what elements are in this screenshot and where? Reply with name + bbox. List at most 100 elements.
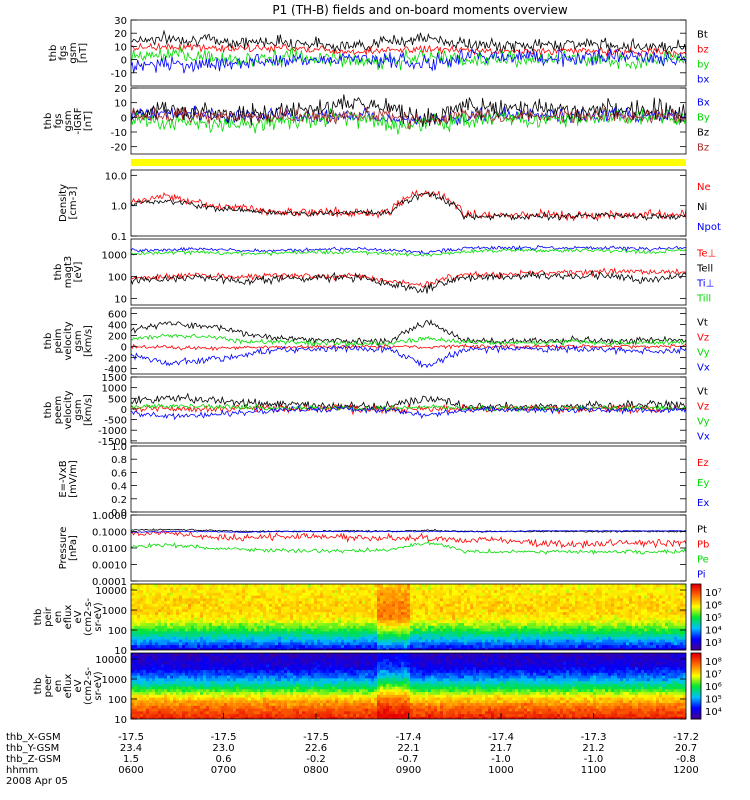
heat-cell — [296, 633, 300, 637]
heat-cell — [488, 639, 492, 643]
heat-cell — [530, 628, 534, 632]
heat-cell — [407, 600, 411, 604]
heat-cell — [497, 600, 501, 604]
heat-cell — [404, 619, 408, 624]
heat-cell — [206, 589, 210, 593]
heat-cell — [386, 600, 390, 604]
heat-cell — [566, 597, 570, 602]
heat-cell — [593, 606, 597, 610]
heat-cell — [134, 658, 138, 662]
heat-cell — [548, 614, 552, 618]
heat-cell — [569, 614, 573, 618]
heat-cell — [473, 644, 477, 648]
heat-cell — [242, 603, 246, 607]
heat-cell — [431, 614, 435, 618]
heat-cell — [347, 603, 351, 607]
heat-cell — [200, 603, 204, 607]
heat-cell — [311, 636, 315, 640]
heat-cell — [524, 619, 528, 624]
ytick-label: 0 — [121, 343, 127, 354]
ytick-label: 1.0000 — [92, 511, 127, 522]
heat-cell — [344, 617, 348, 621]
heat-cell — [233, 639, 237, 643]
heat-cell — [293, 592, 297, 596]
heat-cell — [500, 597, 504, 602]
heat-cell — [659, 636, 663, 640]
heat-cell — [557, 589, 561, 593]
heat-cell — [515, 636, 519, 640]
heat-cell — [599, 636, 603, 640]
heat-cell — [254, 633, 258, 637]
heat-cell — [530, 597, 534, 602]
heat-cell — [242, 608, 246, 613]
heat-cell — [362, 630, 366, 635]
heat-cell — [512, 603, 516, 607]
heat-cell — [152, 664, 156, 668]
heat-cell — [161, 683, 165, 687]
heat-cell — [158, 710, 162, 715]
heat-cell — [248, 611, 252, 615]
heat-cell — [614, 633, 618, 637]
heat-cell — [581, 617, 585, 621]
heat-cell — [671, 625, 675, 629]
heat-cell — [143, 606, 147, 610]
heat-cell — [545, 586, 549, 591]
heat-cell — [632, 641, 636, 646]
heat-cell — [551, 589, 555, 593]
heat-cell — [542, 614, 546, 618]
heat-cell — [560, 584, 564, 588]
heat-cell — [206, 639, 210, 643]
colorbar-segment — [691, 648, 701, 651]
heat-cell — [527, 647, 531, 650]
heat-cell — [650, 628, 654, 632]
heat-cell — [146, 622, 150, 626]
heat-cell — [437, 633, 441, 637]
heat-cell — [683, 614, 686, 618]
heat-cell — [338, 614, 342, 618]
heat-cell — [551, 625, 555, 629]
ylabel-line: (cm2-s- — [83, 598, 94, 636]
heat-cell — [215, 586, 219, 591]
heat-cell — [677, 619, 681, 624]
heat-cell — [188, 641, 192, 646]
heat-cell — [143, 603, 147, 607]
heat-cell — [602, 592, 606, 596]
heat-cell — [269, 614, 273, 618]
heat-cell — [227, 606, 231, 610]
heat-cell — [617, 630, 621, 635]
heat-cell — [182, 647, 186, 650]
colorbar-segment — [691, 617, 701, 620]
heat-cell — [278, 586, 282, 591]
heat-cell — [440, 633, 444, 637]
heat-cell — [515, 584, 519, 588]
heat-cell — [650, 589, 654, 593]
heat-cell — [578, 639, 582, 643]
heat-cell — [617, 600, 621, 604]
heat-cell — [470, 592, 474, 596]
heat-cell — [185, 633, 189, 637]
heat-cell — [158, 691, 162, 695]
legend-label: Te⊥ — [696, 249, 716, 260]
heat-cell — [383, 595, 387, 599]
heat-cell — [143, 697, 147, 701]
heat-cell — [461, 630, 465, 635]
heat-cell — [170, 641, 174, 646]
heat-cell — [221, 603, 225, 607]
heat-cell — [569, 592, 573, 596]
heat-cell — [347, 622, 351, 626]
heat-cell — [437, 584, 441, 588]
heat-cell — [152, 647, 156, 650]
heat-cell — [365, 641, 369, 646]
heat-cell — [254, 639, 258, 643]
heat-cell — [533, 644, 537, 648]
heat-cell — [503, 589, 507, 593]
heat-cell — [458, 630, 462, 635]
heat-cell — [566, 622, 570, 626]
heat-cell — [299, 628, 303, 632]
heat-cell — [191, 622, 195, 626]
heat-cell — [602, 608, 606, 613]
heat-cell — [341, 619, 345, 624]
heat-cell — [209, 584, 213, 588]
heat-cell — [542, 644, 546, 648]
heat-cell — [494, 589, 498, 593]
